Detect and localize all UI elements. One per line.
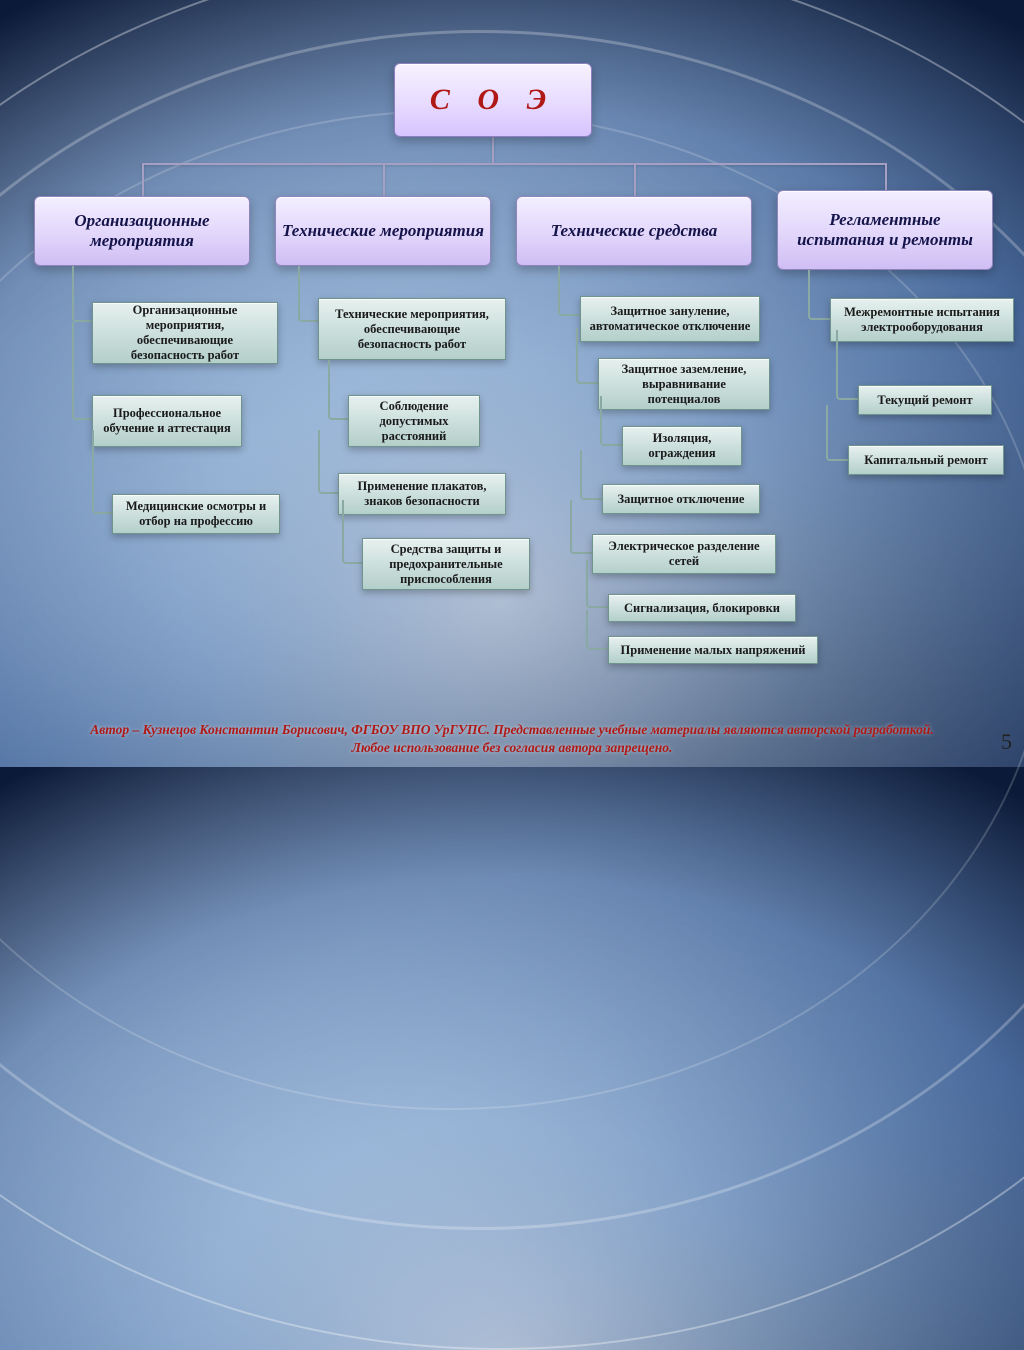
diagram-stage: С О Э Организационные мероприятия Технич… [0, 0, 1024, 767]
leaf: Защитное заземление, выравнивание потенц… [598, 358, 770, 410]
leaf: Защитное отключение [602, 484, 760, 514]
connector [383, 163, 385, 196]
elbow [570, 500, 592, 554]
elbow [576, 328, 598, 384]
leaf: Медицинские осмотры и отбор на профессию [112, 494, 280, 534]
elbow [808, 270, 830, 320]
leaf: Электрическое разделение сетей [592, 534, 776, 574]
elbow [586, 560, 608, 608]
leaf: Изоляция, ограждения [622, 426, 742, 466]
leaf: Технические мероприятия, обеспечивающие … [318, 298, 506, 360]
elbow [92, 430, 112, 514]
elbow [72, 266, 92, 322]
footer-credit: Автор – Кузнецов Константин Борисович, Ф… [0, 721, 1024, 757]
leaf: Сигнализация, блокировки [608, 594, 796, 622]
leaf: Капитальный ремонт [848, 445, 1004, 475]
connector [142, 163, 886, 165]
branch-regulatory: Регламентные испытания и ремонты [777, 190, 993, 270]
elbow [328, 360, 348, 420]
connector [885, 163, 887, 190]
elbow [318, 430, 338, 494]
root-node: С О Э [394, 63, 592, 137]
branch-organizational: Организационные мероприятия [34, 196, 250, 266]
elbow [342, 500, 362, 564]
leaf: Организационные мероприятия, обеспечиваю… [92, 302, 278, 364]
connector [492, 137, 494, 163]
leaf: Профессиональное обучение и аттестация [92, 395, 242, 447]
elbow [600, 396, 622, 446]
leaf: Средства защиты и предохранительные прис… [362, 538, 530, 590]
branch-technical-measures: Технические мероприятия [275, 196, 491, 266]
leaf: Применение малых напряжений [608, 636, 818, 664]
footer-line1: Автор – Кузнецов Константин Борисович, Ф… [90, 722, 934, 737]
leaf: Соблюдение допустимых расстояний [348, 395, 480, 447]
leaf: Текущий ремонт [858, 385, 992, 415]
elbow [836, 330, 858, 400]
connector [634, 163, 636, 196]
elbow [72, 322, 92, 420]
elbow [586, 610, 608, 650]
connector [142, 163, 144, 196]
page-number: 5 [1001, 729, 1012, 755]
elbow [298, 266, 318, 322]
leaf: Защитное зануление, автоматическое отклю… [580, 296, 760, 342]
branch-technical-means: Технические средства [516, 196, 752, 266]
footer-line2: Любое использование без согласия автора … [352, 740, 673, 755]
elbow [558, 266, 580, 316]
elbow [580, 450, 602, 500]
elbow [826, 405, 848, 461]
leaf: Применение плакатов, знаков безопасности [338, 473, 506, 515]
